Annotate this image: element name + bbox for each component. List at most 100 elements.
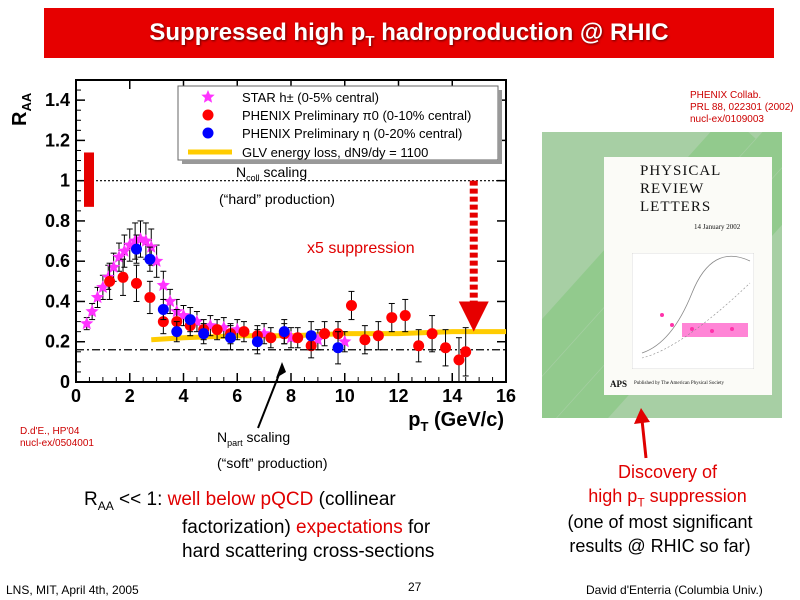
legend-shadow [498,90,502,164]
citation-nuclex: nucl-ex/0504001 [20,438,94,449]
y-tick-label: 1 [60,171,70,191]
legend-shadow [182,160,502,164]
star-hadron-point [144,240,158,253]
pi0-point [399,310,411,322]
legend-entry: GLV energy loss, dN9/dy = 1100 [242,145,428,160]
pi0-point [144,291,156,303]
x-tick-label: 12 [388,386,408,406]
x-axis-label: pT (GeV/c) [408,409,504,434]
x-tick-label: 0 [71,386,81,406]
pi0-point [265,332,277,344]
journal-publisher: Published by The American Physical Socie… [634,381,725,386]
conclusion-line-2: factorization) expectations for [182,517,431,538]
y-tick-label: 0.6 [45,251,70,271]
discovery-significance: (one of most significant results @ RHIC … [567,512,753,556]
eta-point [130,243,142,255]
journal-date: 14 January 2002 [694,223,741,231]
pi0-point [345,299,357,311]
soft-production-label: (“soft” production) [217,455,328,471]
eta-point [144,253,156,265]
star-hadron-point [96,280,110,293]
npart-pointer-arrow-icon [276,362,286,378]
legend-entry: STAR h± (0-5% central) [242,90,379,105]
slide-title: Suppressed high pT hadroproduction @ RHI… [44,8,774,58]
raa-chart: 0 2 4 6 8 10 12 14 16 0 0.2 0.4 0.6 0.8 1 1.2 1.4 pT (GeV… [9,79,516,434]
pi0-point [413,340,425,352]
legend-entry: PHENIX Preliminary η (0-20% central) [242,126,462,141]
star-hadron-point [90,290,105,304]
y-tick-label: 0.8 [45,211,70,231]
pi0-point [460,346,472,358]
star-hadron-point [80,316,94,330]
y-tick-label: 1.2 [45,130,70,150]
y-axis-label: RAA [9,92,34,126]
eta-point [184,314,196,326]
legend-entry: PHENIX Preliminary π0 (0-10% central) [242,108,471,123]
journal-name-3: LETTERS [640,199,712,215]
pi0-point [440,342,452,354]
pi0-point [386,312,398,324]
eta-point [332,342,344,354]
ncoll-label: Ncoll scaling [236,164,308,183]
journal-name-1: PHYSICAL [640,163,722,179]
star-hadron-point [107,260,121,273]
pi0-point [372,330,384,342]
eta-point [305,330,317,342]
pi0-point [157,316,169,328]
pi0-point [426,328,438,340]
prl-journal-cover: PHYSICAL REVIEW LETTERS 14 January 2002 … [542,132,782,418]
x-tick-label: 6 [232,386,242,406]
eta-point [171,326,183,338]
npart-pointer-line [257,371,281,429]
conclusion-line-1: RAA << 1: well below pQCD (collinear [84,489,396,513]
phenix-collab: PHENIX Collab. [690,90,762,101]
star-hadron-point [139,234,153,247]
pi0-point [238,326,250,338]
pi0-point [211,324,223,336]
npart-label: Npart scaling [217,429,291,448]
footer-venue: LNS, MIT, April 4th, 2005 [6,583,139,597]
title-rest: hadroproduction @ RHIC [374,19,669,46]
legend-pi0-marker [202,109,214,121]
x-tick-label: 8 [286,386,296,406]
x-tick-label: 2 [125,386,135,406]
star-hadron-point [163,294,177,308]
x5-suppression-label: x5 suppression [307,240,415,257]
hard-production-label: (“hard” production) [219,191,335,207]
x-tick-label: 10 [335,386,355,406]
pi0-point [453,354,465,366]
cover-page: PHYSICAL REVIEW LETTERS 14 January 2002 … [604,157,772,395]
x-tick-label: 16 [496,386,516,406]
pi0-point [104,275,116,287]
y-tick-label: 0.2 [45,332,70,352]
phenix-nuclex: nucl-ex/0109003 [690,114,764,125]
title-sub: T [365,32,375,50]
page-number: 27 [408,580,422,594]
y-tick-label: 0.4 [45,291,70,311]
journal-arrow-icon [634,408,650,459]
phenix-prl: PRL 88, 022301 (2002) [690,102,794,113]
x-tick-label: 4 [178,386,188,406]
eta-point [225,332,237,344]
cover-figure [632,253,754,369]
aps-logo: APS [610,379,628,389]
star-hadron-point [156,278,170,291]
journal-name-2: REVIEW [640,181,705,197]
eta-point [251,336,263,348]
footer-author: David d'Enterria (Columbia Univ.) [586,583,763,597]
star-hadron-point [311,332,325,346]
citation-hp04: D.d'E., HP'04 [20,426,80,437]
y-tick-label: 1.4 [45,90,70,110]
suppression-arrow-head-icon [458,301,489,332]
star-hadron-point [150,254,164,267]
legend-star-marker [201,90,215,103]
conclusion-line-3: hard scattering cross-sections [182,541,435,562]
x-tick-label: 14 [442,386,462,406]
discovery-note: Discovery of high pT suppression [588,462,747,510]
pi0-point [130,277,142,289]
pi0-point [359,334,371,346]
pi0-point [117,271,129,283]
pi0-point [292,332,304,344]
y-tick-label: 0 [60,372,70,392]
star-hadron-point [128,234,142,247]
